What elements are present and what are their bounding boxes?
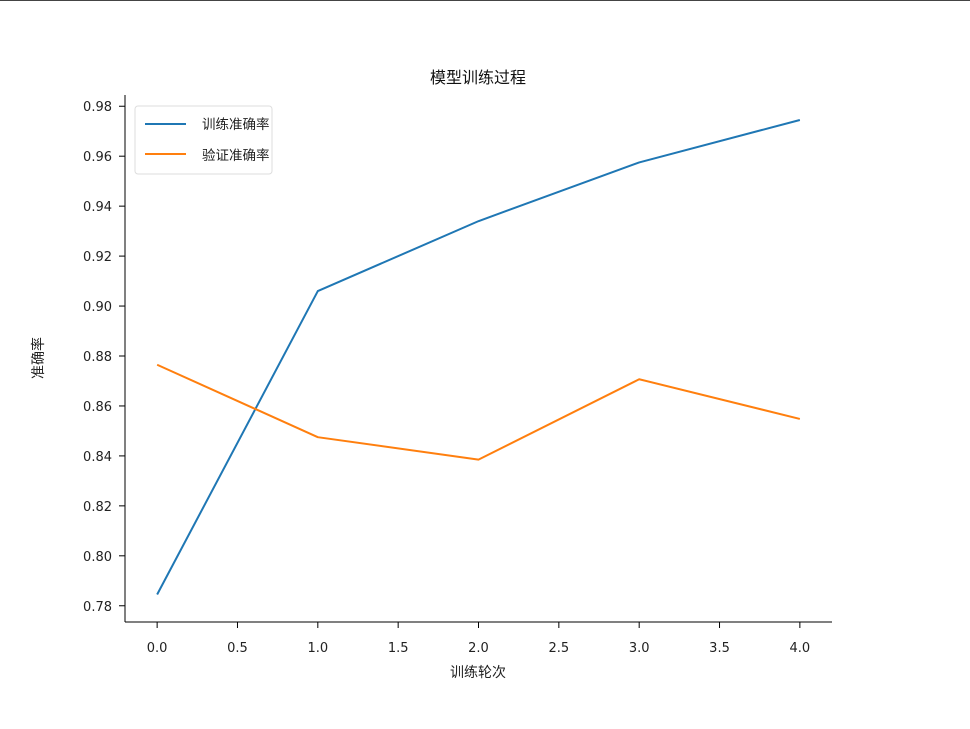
x-tick-label: 4.0 [790, 641, 811, 656]
data-point-series-1 [477, 458, 481, 462]
data-point-series-0 [637, 160, 641, 164]
y-tick-label: 0.80 [83, 550, 112, 565]
y-tick-label: 0.94 [83, 200, 112, 215]
y-tick-label: 0.98 [83, 100, 112, 115]
window-top-border [0, 0, 970, 1]
x-axis: 0.0 0.5 1.0 1.5 2.0 2.5 3.0 3.5 4.0 [125, 621, 832, 656]
data-point-series-1 [637, 377, 641, 381]
data-point-series-1 [155, 363, 159, 367]
x-tick-label: 0.0 [147, 641, 168, 656]
data-point-series-0 [155, 593, 159, 597]
data-point-series-1 [798, 417, 802, 421]
y-axis: 0.78 0.80 0.82 0.84 0.86 0.88 0.90 0.92 0.94 0.96… [83, 95, 126, 622]
y-tick-label: 0.96 [83, 150, 112, 165]
x-tick-label: 1.0 [307, 641, 328, 656]
x-tick-label: 0.5 [227, 641, 248, 656]
x-tick-label: 1.5 [388, 641, 409, 656]
y-tick-label: 0.90 [83, 300, 112, 315]
x-tick-label: 2.0 [468, 641, 489, 656]
y-tick-label: 0.92 [83, 250, 112, 265]
y-axis-title: 准确率 [30, 337, 47, 379]
data-point-series-1 [316, 435, 320, 439]
legend: 训练准确率 验证准确率 [134, 105, 273, 175]
y-tick-label: 0.86 [83, 400, 112, 415]
data-point-series-0 [798, 118, 802, 122]
chart-title: 模型训练过程 [430, 68, 526, 87]
x-axis-title: 训练轮次 [450, 665, 506, 681]
legend-label-validation: 验证准确率 [202, 147, 270, 164]
x-tick-label: 3.0 [629, 641, 650, 656]
legend-label-train: 训练准确率 [202, 116, 270, 133]
series-layer [155, 118, 802, 597]
x-tick-label: 2.5 [548, 641, 569, 656]
data-point-series-0 [316, 289, 320, 293]
y-tick-label: 0.82 [83, 500, 112, 515]
y-tick-label: 0.88 [83, 350, 112, 365]
data-point-series-0 [477, 219, 481, 223]
x-tick-label: 3.5 [709, 641, 730, 656]
series-line-0 [156, 119, 801, 595]
y-tick-label: 0.78 [83, 600, 112, 615]
y-tick-label: 0.84 [83, 450, 112, 465]
series-line-1 [156, 363, 801, 461]
